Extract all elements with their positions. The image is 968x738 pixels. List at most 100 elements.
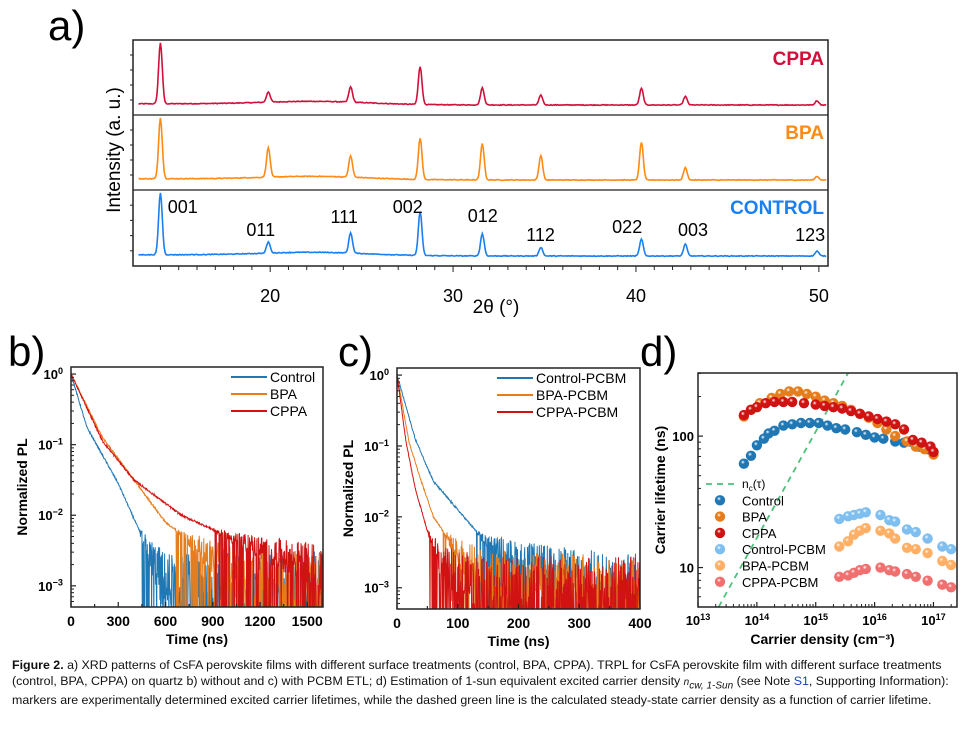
data-point-control-pcbm	[890, 516, 901, 527]
data-point-cppa-pcbm	[937, 579, 948, 590]
data-point-control	[787, 419, 798, 430]
x-axis-title: 2θ (°)	[473, 297, 520, 318]
data-point-control	[804, 417, 815, 429]
x-tick-label: 900	[201, 613, 225, 629]
legend-label-control-pcbm: Control-PCBM	[536, 370, 626, 386]
data-point-cppa	[898, 424, 910, 435]
data-point-control	[813, 417, 824, 429]
data-point-cppa-pcbm	[901, 568, 913, 580]
x-tick-label: 400	[628, 615, 652, 631]
data-point-bpa-pcbm	[860, 522, 871, 534]
peak-label-003: 003	[678, 220, 708, 240]
supporting-note-link[interactable]: S1	[793, 673, 809, 688]
data-point-bpa-pcbm	[910, 544, 921, 555]
y-tick-label: 10−3	[38, 578, 63, 594]
caption-text-2: (see Note	[733, 673, 794, 688]
data-point-cppa-pcbm	[860, 563, 871, 575]
legend-label-cppa: CPPA	[270, 403, 308, 419]
legend-marker-bpa	[714, 511, 726, 522]
x-tick-label: 0	[393, 615, 401, 631]
data-point-cppa-pcbm	[945, 582, 957, 593]
legend-marker-control-pcbm	[714, 544, 726, 555]
x-tick-label: 1016	[862, 612, 887, 628]
x-tick-label: 200	[507, 615, 531, 631]
peak-label-012: 012	[468, 206, 498, 226]
decay-line-cppa-pcbm	[397, 375, 640, 609]
y-tick-label: 10−2	[364, 509, 389, 525]
legend-label-nc: nc(τ)	[742, 477, 765, 493]
legend-label-control: Control	[270, 369, 315, 385]
xrd-line-bpa	[138, 117, 827, 182]
data-point-bpa	[890, 430, 901, 442]
legend-label-cppa: CPPA	[742, 526, 777, 541]
data-point-cppa	[916, 437, 927, 448]
data-point-bpa-pcbm	[834, 541, 845, 552]
peak-label-111: 111	[331, 207, 358, 227]
x-tick-label: 40	[626, 286, 646, 306]
data-point-control-pcbm	[875, 509, 886, 521]
plot-frame	[70, 366, 324, 608]
x-tick-label: 1200	[244, 613, 275, 629]
y-axis-title: Normalized PL	[14, 438, 30, 536]
data-point-cppa	[787, 396, 798, 408]
data-point-bpa-pcbm	[937, 555, 948, 567]
data-point-cppa	[778, 396, 789, 408]
y-tick-label: 10−2	[38, 507, 63, 523]
data-point-cppa-pcbm	[910, 571, 921, 582]
data-point-cppa	[828, 402, 839, 413]
x-tick-label: 300	[107, 613, 131, 629]
x-tick-label: 100	[446, 615, 470, 631]
data-point-cppa	[738, 409, 750, 421]
data-point-cppa-pcbm	[875, 562, 886, 573]
peak-label-123: 123	[795, 225, 825, 245]
x-tick-label: 600	[154, 613, 178, 629]
data-point-cppa	[845, 405, 857, 417]
x-tick-label: 30	[443, 286, 463, 306]
panel-label: a)	[48, 2, 85, 49]
data-point-bpa	[881, 424, 892, 435]
nc-tau-line	[717, 373, 849, 607]
decay-line-cppa	[71, 374, 323, 607]
x-tick-label: 300	[568, 615, 592, 631]
y-axis-title: Intensity (a. u.)	[104, 87, 125, 213]
legend-marker-control	[714, 495, 726, 506]
data-point-cppa	[760, 398, 771, 409]
data-point-cppa	[810, 399, 821, 410]
legend-label-cppa-pcbm: CPPA-PCBM	[742, 575, 818, 590]
panel-label: b)	[8, 328, 45, 375]
data-point-bpa-pcbm	[901, 542, 913, 553]
legend-marker-cppa-pcbm	[714, 576, 726, 587]
panel-d-lifetime: d) 1013 1014 1015 1016 1017 10 100 Carrier densi…	[640, 328, 958, 647]
x-tick-label: 20	[260, 286, 280, 306]
x-tick-label: 0	[67, 613, 75, 629]
data-point-control	[745, 450, 757, 461]
x-axis-title: Time (ns)	[166, 631, 228, 647]
data-point-cppa-pcbm	[834, 571, 845, 582]
legend-label-bpa: BPA	[742, 510, 767, 525]
legend-label-bpa-pcbm: BPA-PCBM	[742, 559, 809, 574]
data-point-cppa	[798, 398, 810, 409]
legend-marker-cppa	[714, 527, 726, 539]
data-point-cppa	[863, 411, 874, 422]
x-axis-title: Carrier density (cm⁻³)	[750, 631, 894, 647]
y-tick-label: 10−1	[38, 436, 63, 452]
data-point-control-pcbm	[922, 533, 933, 544]
data-point-cppa	[928, 446, 939, 458]
data-point-cppa	[881, 416, 892, 427]
y-tick-label: 10−3	[364, 580, 389, 596]
y-axis-title: Carrier lifetime (ns)	[652, 426, 668, 554]
data-point-control	[851, 427, 863, 438]
data-point-control	[822, 420, 833, 431]
data-point-cppa-pcbm	[922, 575, 933, 586]
data-point-control	[751, 440, 763, 451]
caption-text-1: a) XRD patterns of CsFA perovskite films…	[12, 658, 942, 688]
panel-label: c)	[338, 328, 373, 375]
panel-a-xrd: a) CPPA BPA CONTROL 20 30 40 50 2θ (°) Intensity …	[48, 2, 829, 318]
data-point-cppa	[751, 402, 763, 413]
data-point-control-pcbm	[937, 541, 948, 552]
y-tick-label: 10	[680, 561, 694, 576]
series-label-control: CONTROL	[730, 198, 824, 219]
legend-label-cppa-pcbm: CPPA-PCBM	[536, 404, 618, 420]
data-point-control	[860, 429, 871, 440]
data-point-bpa-pcbm	[890, 533, 901, 544]
